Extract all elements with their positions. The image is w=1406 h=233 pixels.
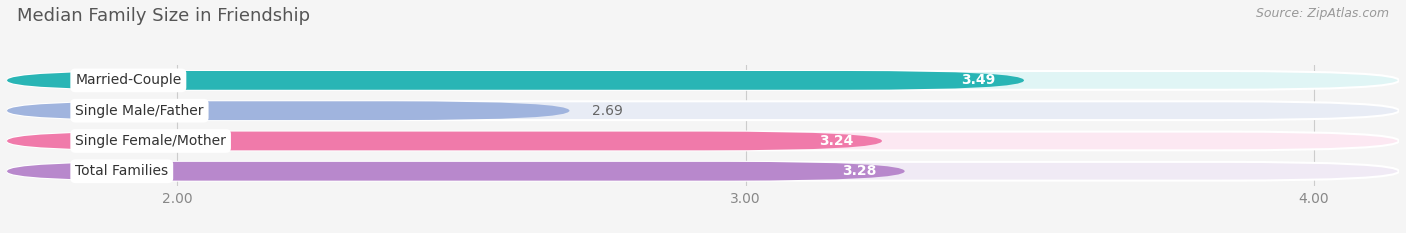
Text: 2.69: 2.69: [592, 104, 623, 118]
FancyBboxPatch shape: [7, 162, 1399, 181]
FancyBboxPatch shape: [7, 101, 1399, 120]
Text: Married-Couple: Married-Couple: [75, 73, 181, 87]
Bar: [7, 65, 1399, 96]
FancyBboxPatch shape: [7, 132, 1399, 150]
FancyBboxPatch shape: [7, 71, 1399, 90]
FancyBboxPatch shape: [7, 71, 1024, 90]
Text: Single Male/Father: Single Male/Father: [75, 104, 204, 118]
Bar: [7, 156, 1399, 186]
FancyBboxPatch shape: [7, 132, 882, 150]
Text: 3.28: 3.28: [842, 164, 876, 178]
Bar: [7, 96, 1399, 126]
Text: Total Families: Total Families: [75, 164, 169, 178]
FancyBboxPatch shape: [7, 101, 569, 120]
Text: Source: ZipAtlas.com: Source: ZipAtlas.com: [1256, 7, 1389, 20]
Text: 3.49: 3.49: [962, 73, 995, 87]
Text: Median Family Size in Friendship: Median Family Size in Friendship: [17, 7, 309, 25]
Text: Single Female/Mother: Single Female/Mother: [75, 134, 226, 148]
Text: 3.24: 3.24: [820, 134, 853, 148]
Bar: [7, 126, 1399, 156]
FancyBboxPatch shape: [7, 162, 904, 181]
